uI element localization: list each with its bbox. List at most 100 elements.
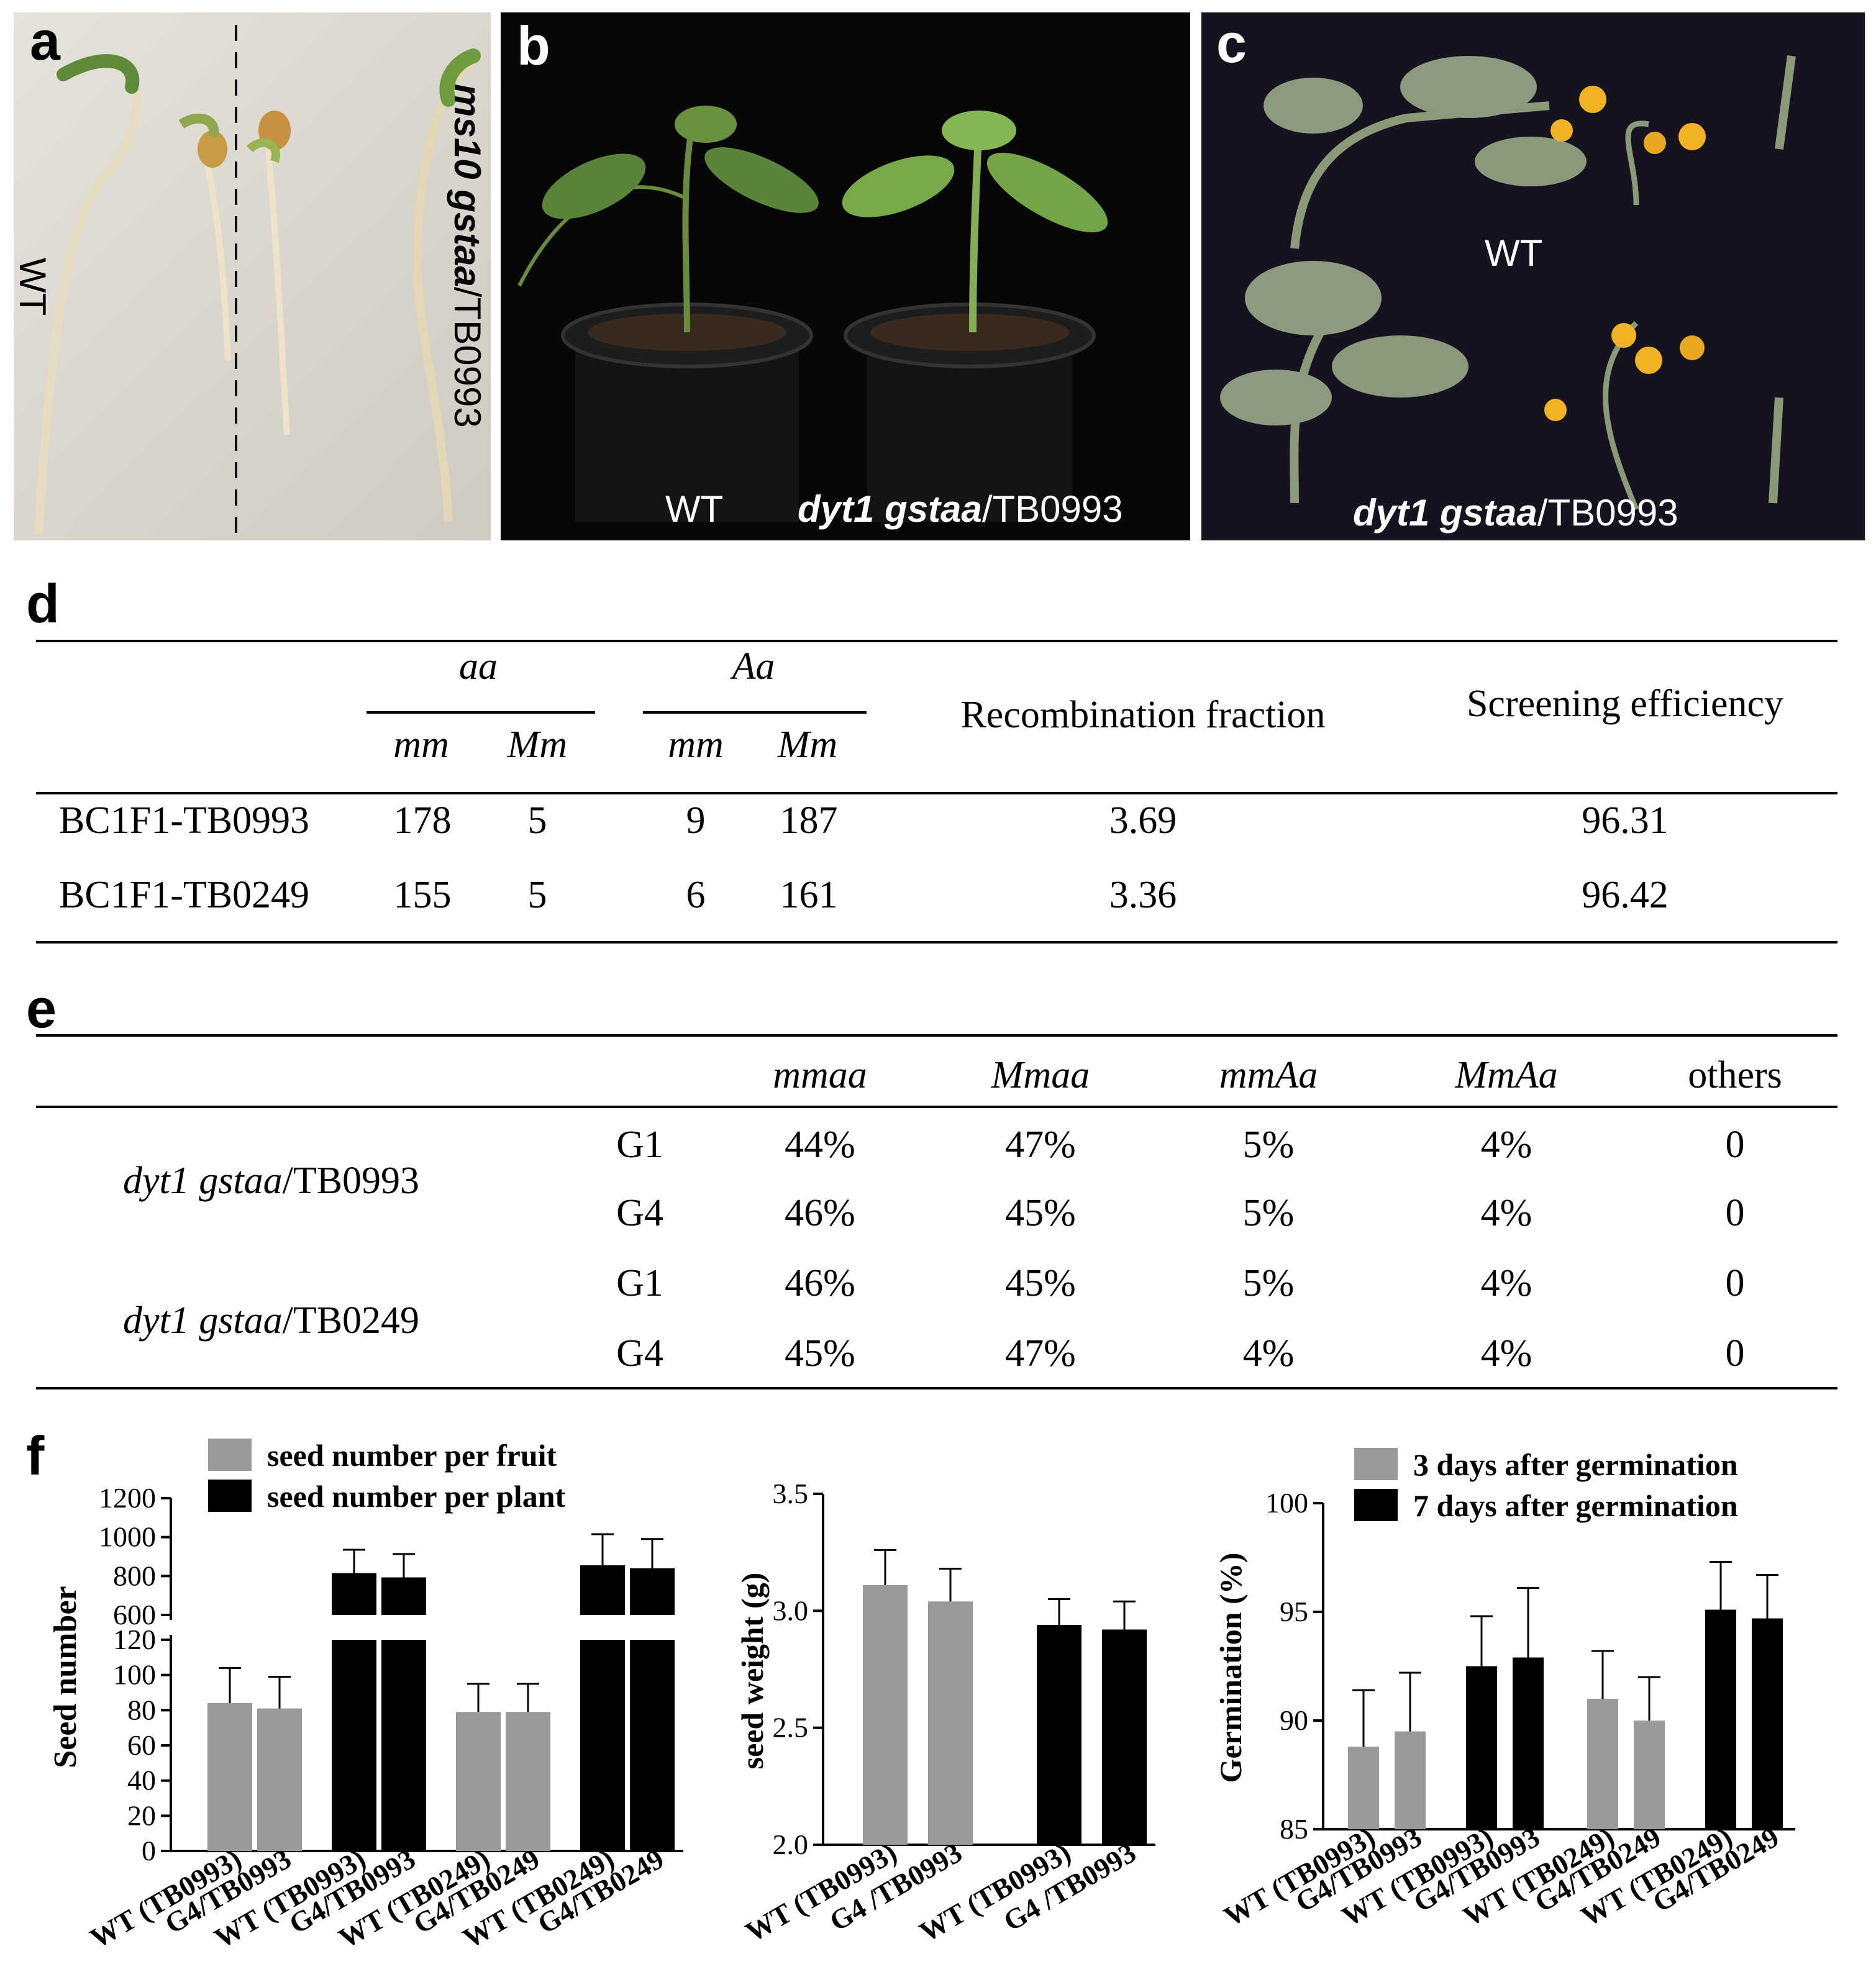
chart3-ytick-label-1: 90 bbox=[1280, 1704, 1308, 1736]
chart1-ytick-label-upper-1: 800 bbox=[113, 1560, 156, 1591]
table-e-g2-r1-v1: 46% bbox=[785, 1262, 855, 1304]
chart3-ylabel: Germination (%) bbox=[1213, 1553, 1248, 1783]
chart1-ytick-label-lower-1: 20 bbox=[127, 1799, 156, 1831]
seedling-photo: WT ms10 gstaa/TB0993 bbox=[14, 12, 491, 540]
table-e-g1-r2-v4: 4% bbox=[1480, 1192, 1532, 1234]
table-d-row1-v2: 5 bbox=[527, 799, 547, 842]
panel-c-mutant-label: dyt1 gstaa/TB0993 bbox=[1353, 494, 1678, 532]
table-e-g1-r2-v2: 45% bbox=[1005, 1192, 1076, 1234]
panel-d-letter: d bbox=[26, 573, 60, 634]
chart1-bar-upper-3 bbox=[381, 1577, 426, 1615]
chart2-ytick-label-3: 3.5 bbox=[773, 1478, 809, 1509]
table-d-row1-recomb: 3.69 bbox=[1109, 799, 1177, 842]
table-e-g1-r2-v5: 0 bbox=[1725, 1192, 1745, 1234]
chart1-ytick-label-lower-2: 40 bbox=[127, 1765, 156, 1796]
chart1-ytick-label-lower-6: 120 bbox=[113, 1624, 156, 1655]
chart1-bar-5 bbox=[506, 1712, 550, 1851]
chart1-ytick-label-lower-0: 0 bbox=[142, 1835, 156, 1867]
chart2-ytick-label-2: 3.0 bbox=[773, 1594, 809, 1626]
table-e-g1-r1-v4: 4% bbox=[1480, 1124, 1532, 1166]
table-d-bottom-rule bbox=[36, 941, 1837, 944]
table-e-g2-r2-v4: 4% bbox=[1480, 1332, 1532, 1375]
chart3-bar-7 bbox=[1752, 1618, 1783, 1829]
table-e-header-others: others bbox=[1688, 1054, 1782, 1096]
table-e-g2-r1-v4: 4% bbox=[1480, 1262, 1532, 1304]
panel-b-mutant-label: dyt1 gstaa/TB0993 bbox=[798, 491, 1123, 528]
panel-c-mutant-plain: /TB0993 bbox=[1537, 492, 1678, 534]
panel-c-letter: c bbox=[1216, 12, 1247, 74]
table-e-g2-r1-v2: 45% bbox=[1005, 1262, 1076, 1304]
chart3-bar-1 bbox=[1395, 1731, 1426, 1829]
table-e-g1-r2-v3: 5% bbox=[1242, 1192, 1295, 1234]
chart1-ytick-label-upper-2: 1000 bbox=[99, 1521, 156, 1553]
table-d-row2-v2: 5 bbox=[527, 874, 547, 916]
chart2-bar-0 bbox=[863, 1585, 908, 1845]
table-d-aa-header: aa bbox=[459, 645, 498, 688]
panel-a-letter: a bbox=[30, 10, 60, 71]
chart1-ylabel: Seed number bbox=[48, 1586, 83, 1768]
table-d-header-rule bbox=[36, 792, 1837, 794]
table-e-g2-r2-v1: 45% bbox=[785, 1332, 855, 1375]
chart1-legend-label-0: seed number per fruit bbox=[267, 1438, 557, 1473]
inflorescence-photo: WT dyt1 gstaa/TB0993 bbox=[1201, 12, 1865, 540]
table-e-header-mmaa: mmaa bbox=[773, 1054, 867, 1096]
table-d-sub-Mm-1: Mm bbox=[507, 724, 568, 766]
table-e-group2-name: dyt1 gstaa/TB0249 bbox=[123, 1299, 420, 1342]
chart3-ytick-label-2: 95 bbox=[1280, 1596, 1308, 1627]
chart1-bar-0 bbox=[207, 1703, 252, 1851]
chart3-ytick-label-0: 85 bbox=[1280, 1813, 1308, 1845]
chart2-ytick-label-1: 2.5 bbox=[773, 1712, 809, 1744]
inflorescence-illustration bbox=[1220, 55, 1796, 511]
chart2-bar-1 bbox=[928, 1601, 973, 1845]
table-e-bottom-rule bbox=[36, 1387, 1837, 1389]
table-d-row1-v4: 187 bbox=[780, 799, 838, 842]
chart1-ytick-label-upper-0: 600 bbox=[113, 1599, 156, 1630]
table-d-Aa-header: Aa bbox=[732, 645, 775, 688]
table-d-screen-header: Screening efficiency bbox=[1466, 683, 1784, 725]
table-e-group1-name: dyt1 gstaa/TB0993 bbox=[123, 1160, 420, 1202]
table-e-g1-r1-gen: G1 bbox=[616, 1124, 663, 1166]
table-e-g1-r1-v3: 5% bbox=[1242, 1124, 1295, 1166]
table-d-row2-v1: 155 bbox=[393, 874, 452, 916]
table-d-row2-v3: 6 bbox=[686, 874, 706, 916]
table-e-g2-r2-v3: 4% bbox=[1242, 1332, 1295, 1375]
table-d-row2-recomb: 3.36 bbox=[1109, 874, 1177, 916]
table-d-sub-mm-2: mm bbox=[668, 724, 724, 766]
table-e-g1-r1-v1: 44% bbox=[785, 1124, 855, 1166]
chart3-bar-6 bbox=[1705, 1609, 1736, 1829]
chart2-ylabel: seed weight (g) bbox=[735, 1573, 770, 1770]
table-e-g2-r2-v2: 47% bbox=[1005, 1332, 1076, 1375]
chart1-legend-swatch-1 bbox=[208, 1480, 252, 1512]
table-e-g2-r1-gen: G1 bbox=[616, 1262, 663, 1304]
table-e-header-Mmaa: Mmaa bbox=[991, 1054, 1090, 1096]
chart3-legend-swatch-1 bbox=[1354, 1489, 1398, 1521]
panel-c-wt-label: WT bbox=[1485, 232, 1543, 274]
panel-a-mutant-label: ms10 gstaa/TB0993 bbox=[447, 84, 488, 428]
table-e-top-rule bbox=[36, 1034, 1837, 1037]
panel-b-letter: b bbox=[517, 15, 550, 76]
table-e-header-mmAa: mmAa bbox=[1219, 1054, 1318, 1096]
chart1-bar-6 bbox=[580, 1640, 625, 1851]
chart1-ytick-label-upper-3: 1200 bbox=[99, 1482, 156, 1514]
table-d-row2-name: BC1F1-TB0249 bbox=[59, 874, 310, 916]
chart1-legend-swatch-0 bbox=[208, 1439, 252, 1471]
chart1-ytick-label-lower-5: 100 bbox=[113, 1659, 156, 1691]
chart3-legend-swatch-0 bbox=[1354, 1448, 1398, 1480]
table-d-row1-v3: 9 bbox=[686, 799, 706, 842]
panel-b-wt-label: WT bbox=[665, 488, 724, 530]
table-d-sub-mm-1: mm bbox=[393, 724, 449, 766]
chart3-ytick-label-3: 100 bbox=[1265, 1487, 1308, 1519]
chart3-bar-3 bbox=[1513, 1657, 1544, 1829]
table-d-sub-Mm-2: Mm bbox=[777, 724, 838, 766]
table-d-top-rule bbox=[36, 640, 1837, 642]
table-e-g2-r2-gen: G4 bbox=[616, 1332, 663, 1375]
chart3-legend-label-0: 3 days after germination bbox=[1413, 1447, 1738, 1482]
potted-plants-photo: WT dyt1 gstaa/TB0993 bbox=[501, 12, 1190, 540]
chart2-bar-2 bbox=[1037, 1624, 1081, 1845]
chart1-bar-7 bbox=[630, 1640, 675, 1851]
seedling-illustration bbox=[34, 25, 481, 540]
table-e-g2-r1-v5: 0 bbox=[1725, 1262, 1745, 1304]
chart1-bar-3 bbox=[381, 1640, 426, 1851]
chart1-bar-upper-6 bbox=[580, 1565, 625, 1615]
chart1-bar-upper-7 bbox=[630, 1568, 675, 1615]
